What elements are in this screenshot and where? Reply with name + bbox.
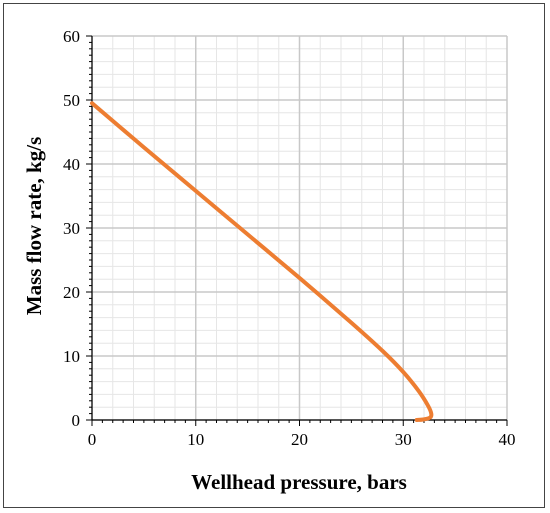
x-axis-title: Wellhead pressure, bars [191, 470, 407, 494]
x-tick-label: 40 [499, 430, 516, 449]
x-tick-label: 0 [88, 430, 97, 449]
x-tick-label: 30 [395, 430, 412, 449]
y-tick-label: 0 [72, 411, 81, 430]
y-tick-label: 60 [63, 27, 80, 46]
y-tick-label: 30 [63, 219, 80, 238]
chart-frame: 0 10 20 30 40 0 10 20 30 40 50 60 Wellhead pressur… [3, 3, 545, 508]
y-tick-labels: 0 10 20 30 40 50 60 [63, 27, 80, 430]
y-tick-label: 50 [63, 91, 80, 110]
x-tick-label: 10 [187, 430, 204, 449]
grid [91, 35, 508, 421]
series-group [90, 101, 434, 422]
y-tick-label: 10 [63, 347, 80, 366]
line-chart: 0 10 20 30 40 0 10 20 30 40 50 60 Wellhead pressur… [22, 27, 516, 494]
x-tick-labels: 0 10 20 30 40 [88, 430, 516, 449]
axes [86, 35, 508, 426]
series-line [90, 101, 434, 422]
y-tick-label: 20 [63, 283, 80, 302]
y-axis-title: Mass flow rate, kg/s [22, 137, 46, 315]
y-tick-label: 40 [63, 155, 80, 174]
x-tick-label: 20 [291, 430, 308, 449]
